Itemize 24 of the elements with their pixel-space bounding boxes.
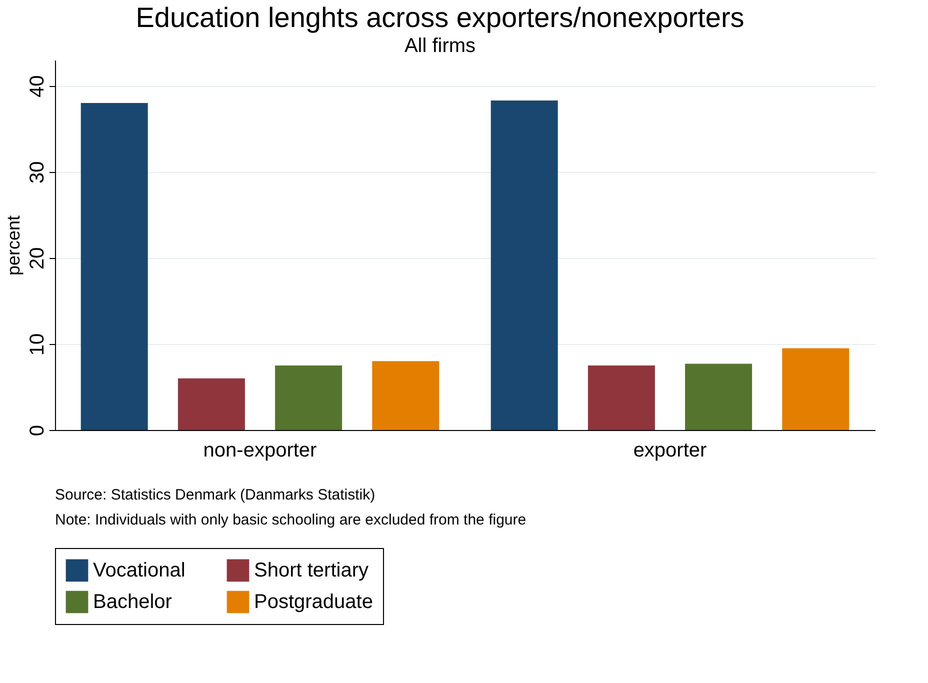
- bar: [490, 100, 558, 430]
- bar: [588, 365, 655, 430]
- y-tick-label: 10: [26, 333, 48, 356]
- x-tick-label: exporter: [633, 440, 708, 462]
- chart-subtitle: All firms: [404, 35, 476, 57]
- legend-label: Postgraduate: [254, 591, 373, 613]
- y-axis-title: percent: [4, 215, 24, 276]
- bar: [782, 348, 850, 430]
- bar: [372, 361, 440, 430]
- legend-label: Short tertiary: [254, 559, 368, 582]
- x-tick-label: non-exporter: [203, 440, 318, 462]
- legend-label: Bachelor: [93, 591, 172, 613]
- legend-label: Vocational: [93, 559, 186, 582]
- y-tick-label: 20: [26, 247, 48, 270]
- y-tick-label: 30: [26, 161, 48, 184]
- bar: [178, 378, 245, 430]
- text: Note: Individuals with only basic schooling are excluded from the figure: [55, 512, 526, 528]
- source-note: Source: Statistics Denmark (Danmarks Statistik): [55, 486, 376, 504]
- chart-title: Education lenghts across exporters/nonexporters: [136, 2, 744, 33]
- y-tick-label: 40: [26, 75, 48, 98]
- bar: [685, 364, 752, 430]
- bar: [80, 103, 148, 430]
- bar: [275, 365, 342, 430]
- y-tick-label: 0: [26, 424, 48, 436]
